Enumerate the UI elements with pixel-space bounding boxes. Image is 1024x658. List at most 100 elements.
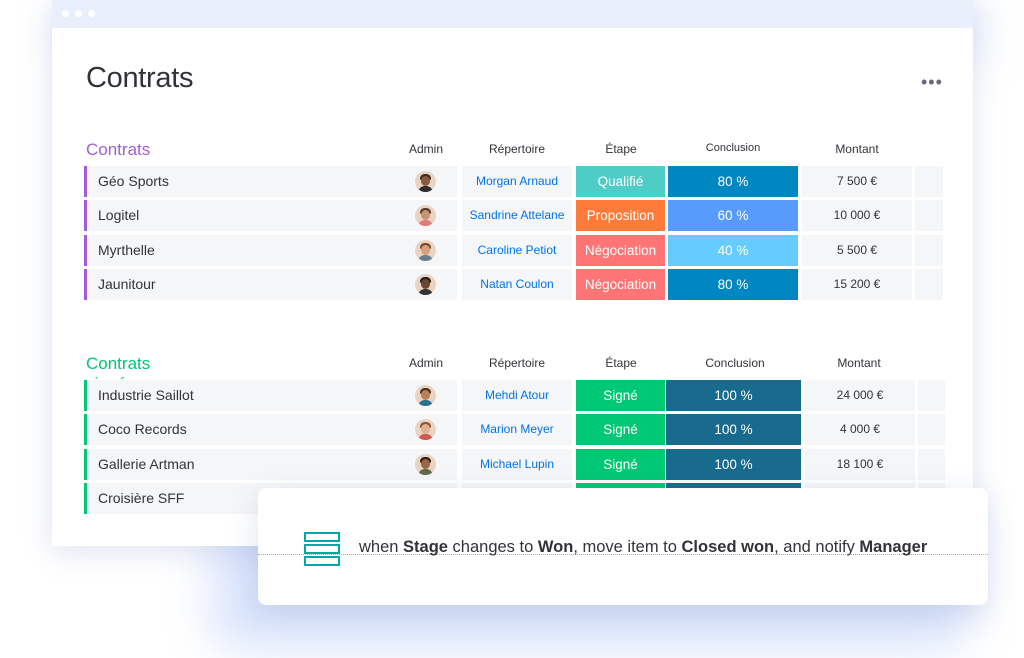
column-header-admin[interactable]: Admin bbox=[408, 356, 443, 370]
avatar-body bbox=[418, 434, 433, 440]
directory-link[interactable]: Natan Coulon bbox=[480, 277, 554, 291]
item-name-cell[interactable]: Industrie Saillot bbox=[84, 379, 394, 411]
automation-stack-icon bbox=[304, 532, 340, 566]
conclusion-status[interactable]: 100 % bbox=[666, 379, 801, 411]
stage-status[interactable]: Signé bbox=[576, 414, 665, 445]
column-header-stage[interactable]: Étape bbox=[605, 142, 637, 156]
avatar-face bbox=[421, 458, 430, 469]
item-name: Géo Sports bbox=[98, 172, 169, 189]
item-name: Industrie Saillot bbox=[98, 386, 194, 403]
empty-cell bbox=[915, 200, 943, 231]
admin-cell[interactable] bbox=[394, 379, 457, 411]
directory-link[interactable]: Caroline Petiot bbox=[477, 242, 557, 257]
column-header-directory[interactable]: Répertoire bbox=[488, 356, 546, 370]
column-header-conclusion[interactable]: Conclusion bbox=[705, 356, 765, 370]
amount-cell[interactable]: 5 500 € bbox=[802, 234, 912, 266]
admin-cell[interactable] bbox=[394, 165, 457, 197]
avatar-body bbox=[418, 220, 433, 226]
column-header-admin[interactable]: Admin bbox=[408, 142, 443, 156]
avatar[interactable] bbox=[415, 453, 436, 475]
amount-cell[interactable]: 18 100 € bbox=[805, 448, 915, 480]
recipe-group[interactable]: Closed won bbox=[681, 538, 775, 556]
admin-cell[interactable] bbox=[394, 200, 457, 231]
avatar[interactable] bbox=[415, 419, 436, 440]
stage-status[interactable]: Proposition bbox=[576, 200, 665, 231]
directory-link[interactable]: Mehdi Atour bbox=[484, 387, 550, 402]
admin-cell[interactable] bbox=[394, 269, 457, 300]
avatar[interactable] bbox=[415, 170, 436, 192]
stage-status[interactable]: Qualifié bbox=[576, 165, 665, 197]
window-titlebar bbox=[52, 0, 973, 28]
item-name-cell[interactable]: Myrthelle bbox=[84, 234, 394, 266]
item-name-cell[interactable]: Coco Records bbox=[84, 414, 394, 445]
directory-cell[interactable]: Morgan Arnaud bbox=[462, 165, 572, 197]
directory-link[interactable]: Morgan Arnaud bbox=[475, 173, 559, 188]
automation-banner[interactable]: when Stage changes to Won, move item to … bbox=[258, 488, 988, 605]
directory-cell[interactable]: Michael Lupin bbox=[462, 448, 572, 480]
directory-link[interactable]: Michael Lupin bbox=[479, 456, 555, 471]
board-window: Contrats ••• Contrats en cours Admin Rép… bbox=[52, 0, 973, 546]
avatar-body bbox=[418, 185, 433, 192]
amount-cell[interactable]: 24 000 € bbox=[805, 379, 915, 411]
empty-cell bbox=[918, 379, 945, 411]
directory-cell[interactable]: Sandrine Attelane bbox=[462, 200, 572, 231]
empty-cell bbox=[915, 269, 943, 300]
conclusion-status[interactable]: 100 % bbox=[666, 448, 801, 480]
column-header-directory[interactable]: Répertoire bbox=[488, 142, 546, 156]
column-header-conclusion[interactable]: Conclusion bbox=[705, 142, 761, 154]
recipe-text: , move item to bbox=[573, 538, 682, 556]
item-name: Croisière SFF bbox=[98, 490, 185, 506]
window-dot[interactable] bbox=[88, 10, 95, 17]
avatar-face bbox=[421, 244, 430, 255]
recipe-person[interactable]: Manager bbox=[859, 538, 928, 556]
stage-status[interactable]: Signé bbox=[576, 379, 665, 411]
conclusion-status[interactable]: 60 % bbox=[668, 200, 798, 231]
directory-link[interactable]: Marion Meyer bbox=[480, 422, 554, 436]
item-name-cell[interactable]: Gallerie Artman bbox=[84, 448, 394, 480]
column-header-stage[interactable]: Étape bbox=[605, 356, 637, 370]
directory-cell[interactable]: Mehdi Atour bbox=[462, 379, 572, 411]
directory-link[interactable]: Sandrine Attelane bbox=[469, 208, 565, 222]
conclusion-status[interactable]: 80 % bbox=[668, 165, 798, 197]
recipe-field[interactable]: Stage bbox=[403, 538, 448, 556]
avatar-face bbox=[421, 279, 430, 289]
directory-cell[interactable]: Natan Coulon bbox=[462, 269, 572, 300]
admin-cell[interactable] bbox=[394, 448, 457, 480]
item-name: Jaunitour bbox=[98, 276, 156, 292]
item-name-cell[interactable]: Jaunitour bbox=[84, 269, 394, 300]
amount-cell[interactable]: 10 000 € bbox=[802, 200, 912, 231]
stage-status[interactable]: Signé bbox=[576, 448, 665, 480]
stage-status[interactable]: Négociation bbox=[576, 234, 665, 266]
more-options-icon[interactable]: ••• bbox=[921, 72, 943, 92]
avatar[interactable] bbox=[415, 274, 436, 295]
recipe-text: , and notify bbox=[774, 538, 860, 556]
empty-cell bbox=[915, 234, 943, 266]
avatar-body bbox=[418, 468, 433, 475]
item-name: Coco Records bbox=[98, 421, 187, 437]
item-name-cell[interactable]: Logitel bbox=[84, 200, 394, 231]
admin-cell[interactable] bbox=[394, 414, 457, 445]
recipe-value[interactable]: Won bbox=[537, 538, 574, 556]
avatar[interactable] bbox=[415, 384, 436, 406]
column-header-amount[interactable]: Montant bbox=[835, 142, 879, 156]
amount-cell[interactable]: 15 200 € bbox=[802, 269, 912, 300]
column-header-amount[interactable]: Montant bbox=[837, 356, 881, 370]
window-dot[interactable] bbox=[62, 10, 69, 17]
stage-status[interactable]: Négociation bbox=[576, 269, 665, 300]
conclusion-status[interactable]: 40 % bbox=[668, 234, 798, 266]
directory-cell[interactable]: Caroline Petiot bbox=[462, 234, 572, 266]
admin-cell[interactable] bbox=[394, 234, 457, 266]
conclusion-status[interactable]: 100 % bbox=[666, 414, 801, 445]
page-title: Contrats bbox=[86, 62, 194, 94]
window-dot[interactable] bbox=[75, 10, 82, 17]
directory-cell[interactable]: Marion Meyer bbox=[462, 414, 572, 445]
amount-cell[interactable]: 4 000 € bbox=[805, 414, 915, 445]
conclusion-status[interactable]: 80 % bbox=[668, 269, 798, 300]
avatar[interactable] bbox=[415, 205, 436, 226]
avatar-face bbox=[421, 424, 430, 434]
amount-cell[interactable]: 7 500 € bbox=[802, 165, 912, 197]
item-name-cell[interactable]: Géo Sports bbox=[84, 165, 394, 197]
avatar[interactable] bbox=[415, 239, 436, 261]
recipe-text: changes to bbox=[447, 538, 538, 556]
automation-recipe: when Stage changes to Won, move item to … bbox=[359, 538, 927, 557]
